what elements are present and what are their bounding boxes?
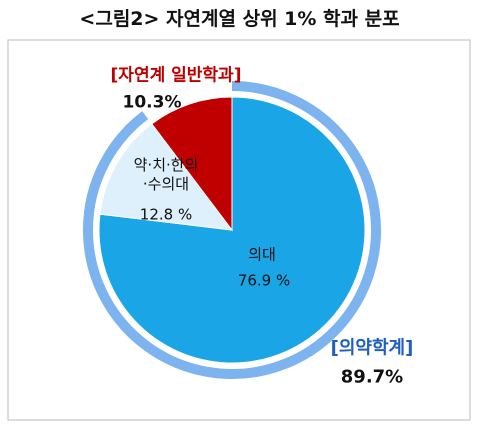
- slice-label: [자연계 일반학과]: [110, 65, 242, 86]
- chart-title: <그림2> 자연계열 상위 1% 학과 분포: [79, 8, 400, 30]
- slice-value: 76.9 %: [237, 271, 291, 290]
- slice-value: 10.3%: [122, 92, 182, 113]
- pie-slice: [151, 96, 233, 232]
- slice-label: 의대: [248, 245, 276, 264]
- group-ring: [83, 81, 381, 379]
- group-value: 89.7%: [340, 366, 404, 388]
- slice-value: 12.8 %: [139, 205, 193, 224]
- slice-label: 약·치·한의 ·수의대: [133, 156, 199, 193]
- frame: [7, 39, 471, 421]
- pie-slice: [99, 123, 234, 231]
- group-label: [의약학계]: [330, 337, 414, 359]
